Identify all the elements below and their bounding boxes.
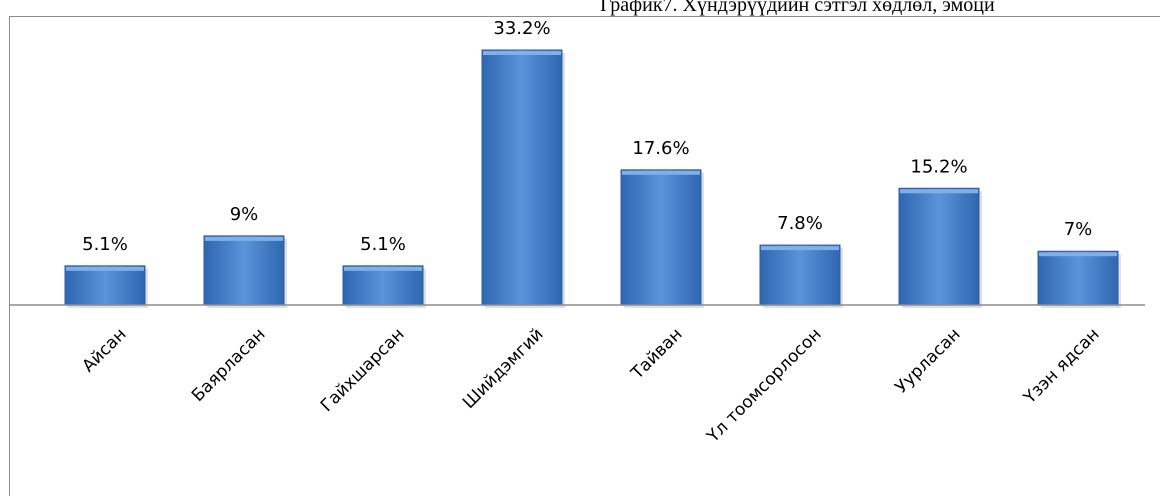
bar: [620, 169, 702, 306]
data-label: 5.1%: [360, 234, 406, 255]
bar-chart: 5.1% Айсан 9% Баярласан 5.1% Гайхшарсан 33.2% Ш…: [10, 18, 1145, 447]
data-label: 15.2%: [910, 156, 967, 177]
bar: [481, 49, 563, 306]
bar-highlight: [66, 266, 144, 271]
category-label: Үзэн ядсан: [1019, 324, 1103, 408]
category-label: Тайван: [627, 324, 687, 384]
bar-highlight: [622, 170, 700, 175]
category-label: Шийдэмгий: [459, 324, 548, 413]
bar: [1037, 250, 1119, 306]
category-label: Айсан: [79, 324, 131, 376]
chart-caption: График7. Хүндэрүүдийн сэтгэл хөдлөл, эмо…: [600, 0, 995, 16]
data-label: 9%: [230, 204, 259, 225]
data-label: 7%: [1064, 219, 1093, 240]
bar-highlight: [761, 246, 839, 251]
bar: [64, 265, 146, 306]
data-label: 17.6%: [632, 138, 689, 159]
bar-highlight: [205, 236, 283, 241]
data-label: 33.2%: [493, 18, 550, 39]
category-label: Уурласан: [891, 324, 964, 397]
bar-highlight: [483, 51, 561, 55]
data-label: 7.8%: [777, 213, 823, 234]
category-label: Баярласан: [188, 324, 270, 406]
bar: [898, 187, 980, 306]
category-label: Гайхшарсан: [317, 324, 409, 416]
bar: [203, 235, 285, 306]
bar-highlight: [900, 189, 978, 194]
data-label: 5.1%: [82, 234, 128, 255]
chart-frame: [9, 16, 1160, 496]
bar-highlight: [344, 266, 422, 271]
category-label: Үл тоомсорлосон: [703, 324, 826, 447]
bar: [759, 244, 841, 306]
bar-highlight: [1039, 252, 1117, 257]
bar: [342, 265, 424, 306]
